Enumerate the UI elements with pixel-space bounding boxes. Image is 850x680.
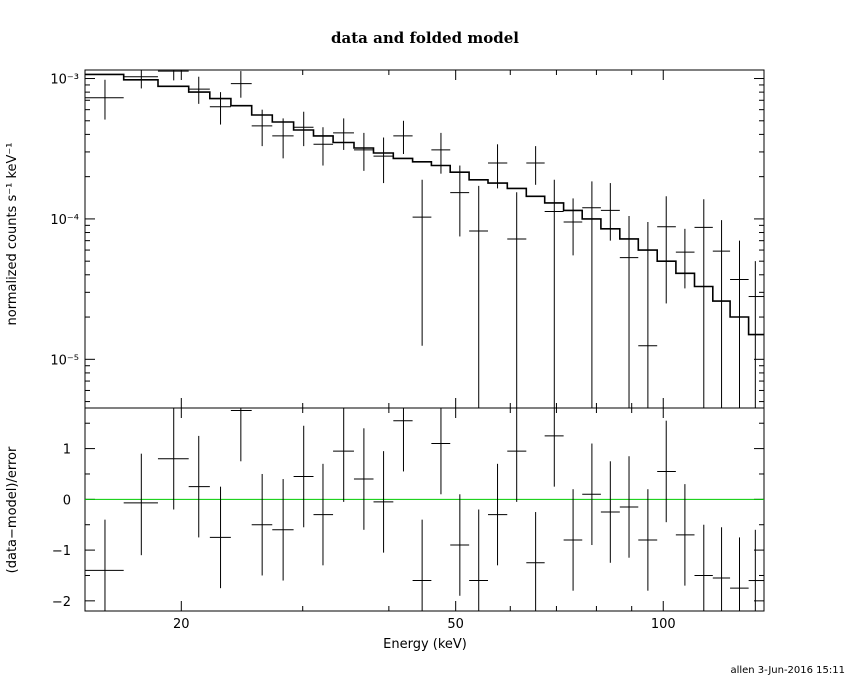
data-point xyxy=(582,181,601,408)
residual-point xyxy=(333,408,354,502)
residual-point xyxy=(657,420,676,523)
data-points xyxy=(85,70,764,408)
y-tick-label: 10⁻⁵ xyxy=(50,353,79,368)
residual-point xyxy=(188,435,210,538)
residual-point xyxy=(373,451,394,553)
residual-point xyxy=(209,486,231,589)
bottom-y-axis-label: (data−model)/error xyxy=(5,446,20,573)
residual-point xyxy=(600,461,620,563)
residual-point xyxy=(619,456,639,558)
data-point xyxy=(431,132,451,174)
data-point xyxy=(748,261,764,408)
bottom-panel-frame xyxy=(84,407,765,612)
data-point xyxy=(412,179,432,346)
model-line xyxy=(85,73,764,336)
top-y-ticks: 10⁻³ 10⁻⁴ 10⁻⁵ xyxy=(50,73,764,403)
x-axis-label: Energy (keV) xyxy=(383,637,467,652)
data-point xyxy=(293,111,314,147)
data-point xyxy=(209,92,231,125)
residual-point xyxy=(230,408,252,462)
residual-point xyxy=(353,428,374,530)
data-point xyxy=(469,185,489,408)
residual-point xyxy=(582,443,601,546)
data-point xyxy=(694,199,713,408)
data-point xyxy=(657,196,676,304)
data-point xyxy=(507,192,527,408)
x-tick-label: 100 xyxy=(651,617,676,632)
data-point xyxy=(85,79,124,120)
bottom-panel: 1 0 −1 −2 (data−model)/error xyxy=(5,407,765,612)
data-point xyxy=(488,144,508,189)
data-point xyxy=(353,132,374,171)
x-tick-label: 50 xyxy=(447,617,464,632)
residual-point xyxy=(469,509,489,611)
bottom-x-ticks xyxy=(180,408,664,611)
residual-point xyxy=(85,519,124,611)
data-point xyxy=(638,222,658,408)
residual-point xyxy=(488,463,508,566)
residual-point xyxy=(730,537,749,611)
footer-stamp: allen 3-Jun-2016 15:11 xyxy=(730,665,845,676)
residual-point xyxy=(712,527,731,611)
data-point xyxy=(712,220,731,408)
data-point xyxy=(373,137,394,184)
residual-point xyxy=(293,425,314,528)
data-point xyxy=(272,118,294,159)
x-tick-label: 20 xyxy=(173,617,190,632)
residual-point xyxy=(123,453,158,556)
y-tick-label: 0 xyxy=(63,493,71,508)
data-point xyxy=(313,127,334,166)
data-point xyxy=(450,165,470,237)
data-point xyxy=(251,109,273,147)
model-step-path xyxy=(85,73,764,336)
data-point xyxy=(157,70,189,81)
data-point xyxy=(730,240,749,408)
residual-point xyxy=(251,473,273,576)
residual-point xyxy=(450,494,470,596)
data-point xyxy=(123,70,158,89)
residual-point xyxy=(431,408,451,495)
data-point xyxy=(544,179,564,408)
y-tick-label: −2 xyxy=(52,595,71,610)
residual-point xyxy=(694,524,713,611)
top-panel-frame xyxy=(84,69,765,409)
residual-point xyxy=(272,479,294,581)
y-tick-label: 1 xyxy=(63,443,71,458)
y-tick-label: 10⁻³ xyxy=(50,73,79,88)
residual-point xyxy=(563,489,583,591)
data-point xyxy=(393,120,413,154)
residual-point xyxy=(748,529,764,611)
data-point xyxy=(600,183,620,241)
residual-point xyxy=(412,519,432,611)
data-point xyxy=(675,228,695,289)
residual-point xyxy=(157,408,189,510)
data-point xyxy=(188,76,210,104)
data-point xyxy=(333,118,354,150)
residual-points xyxy=(85,408,764,611)
residual-point xyxy=(638,489,658,591)
top-x-ticks xyxy=(180,70,664,408)
y-tick-label: 10⁻⁴ xyxy=(50,213,79,228)
residual-point xyxy=(393,408,413,472)
residual-point xyxy=(526,512,545,611)
y-tick-label: −1 xyxy=(52,544,71,559)
residual-point xyxy=(675,484,695,586)
data-point xyxy=(619,215,639,408)
chart-title: data and folded model xyxy=(331,29,519,47)
residual-point xyxy=(313,463,334,566)
x-tick-labels: 20 50 100 xyxy=(173,617,676,632)
bottom-y-ticks: 1 0 −1 −2 xyxy=(52,422,764,610)
residual-point xyxy=(544,408,564,487)
data-point xyxy=(230,71,252,98)
top-panel: 10⁻³ 10⁻⁴ 10⁻⁵ normalized counts s⁻¹ keV⁻¹ xyxy=(5,69,765,409)
data-point xyxy=(563,198,583,256)
top-y-axis-label: normalized counts s⁻¹ keV⁻¹ xyxy=(5,143,20,326)
data-point xyxy=(526,146,545,185)
residual-point xyxy=(507,408,527,502)
